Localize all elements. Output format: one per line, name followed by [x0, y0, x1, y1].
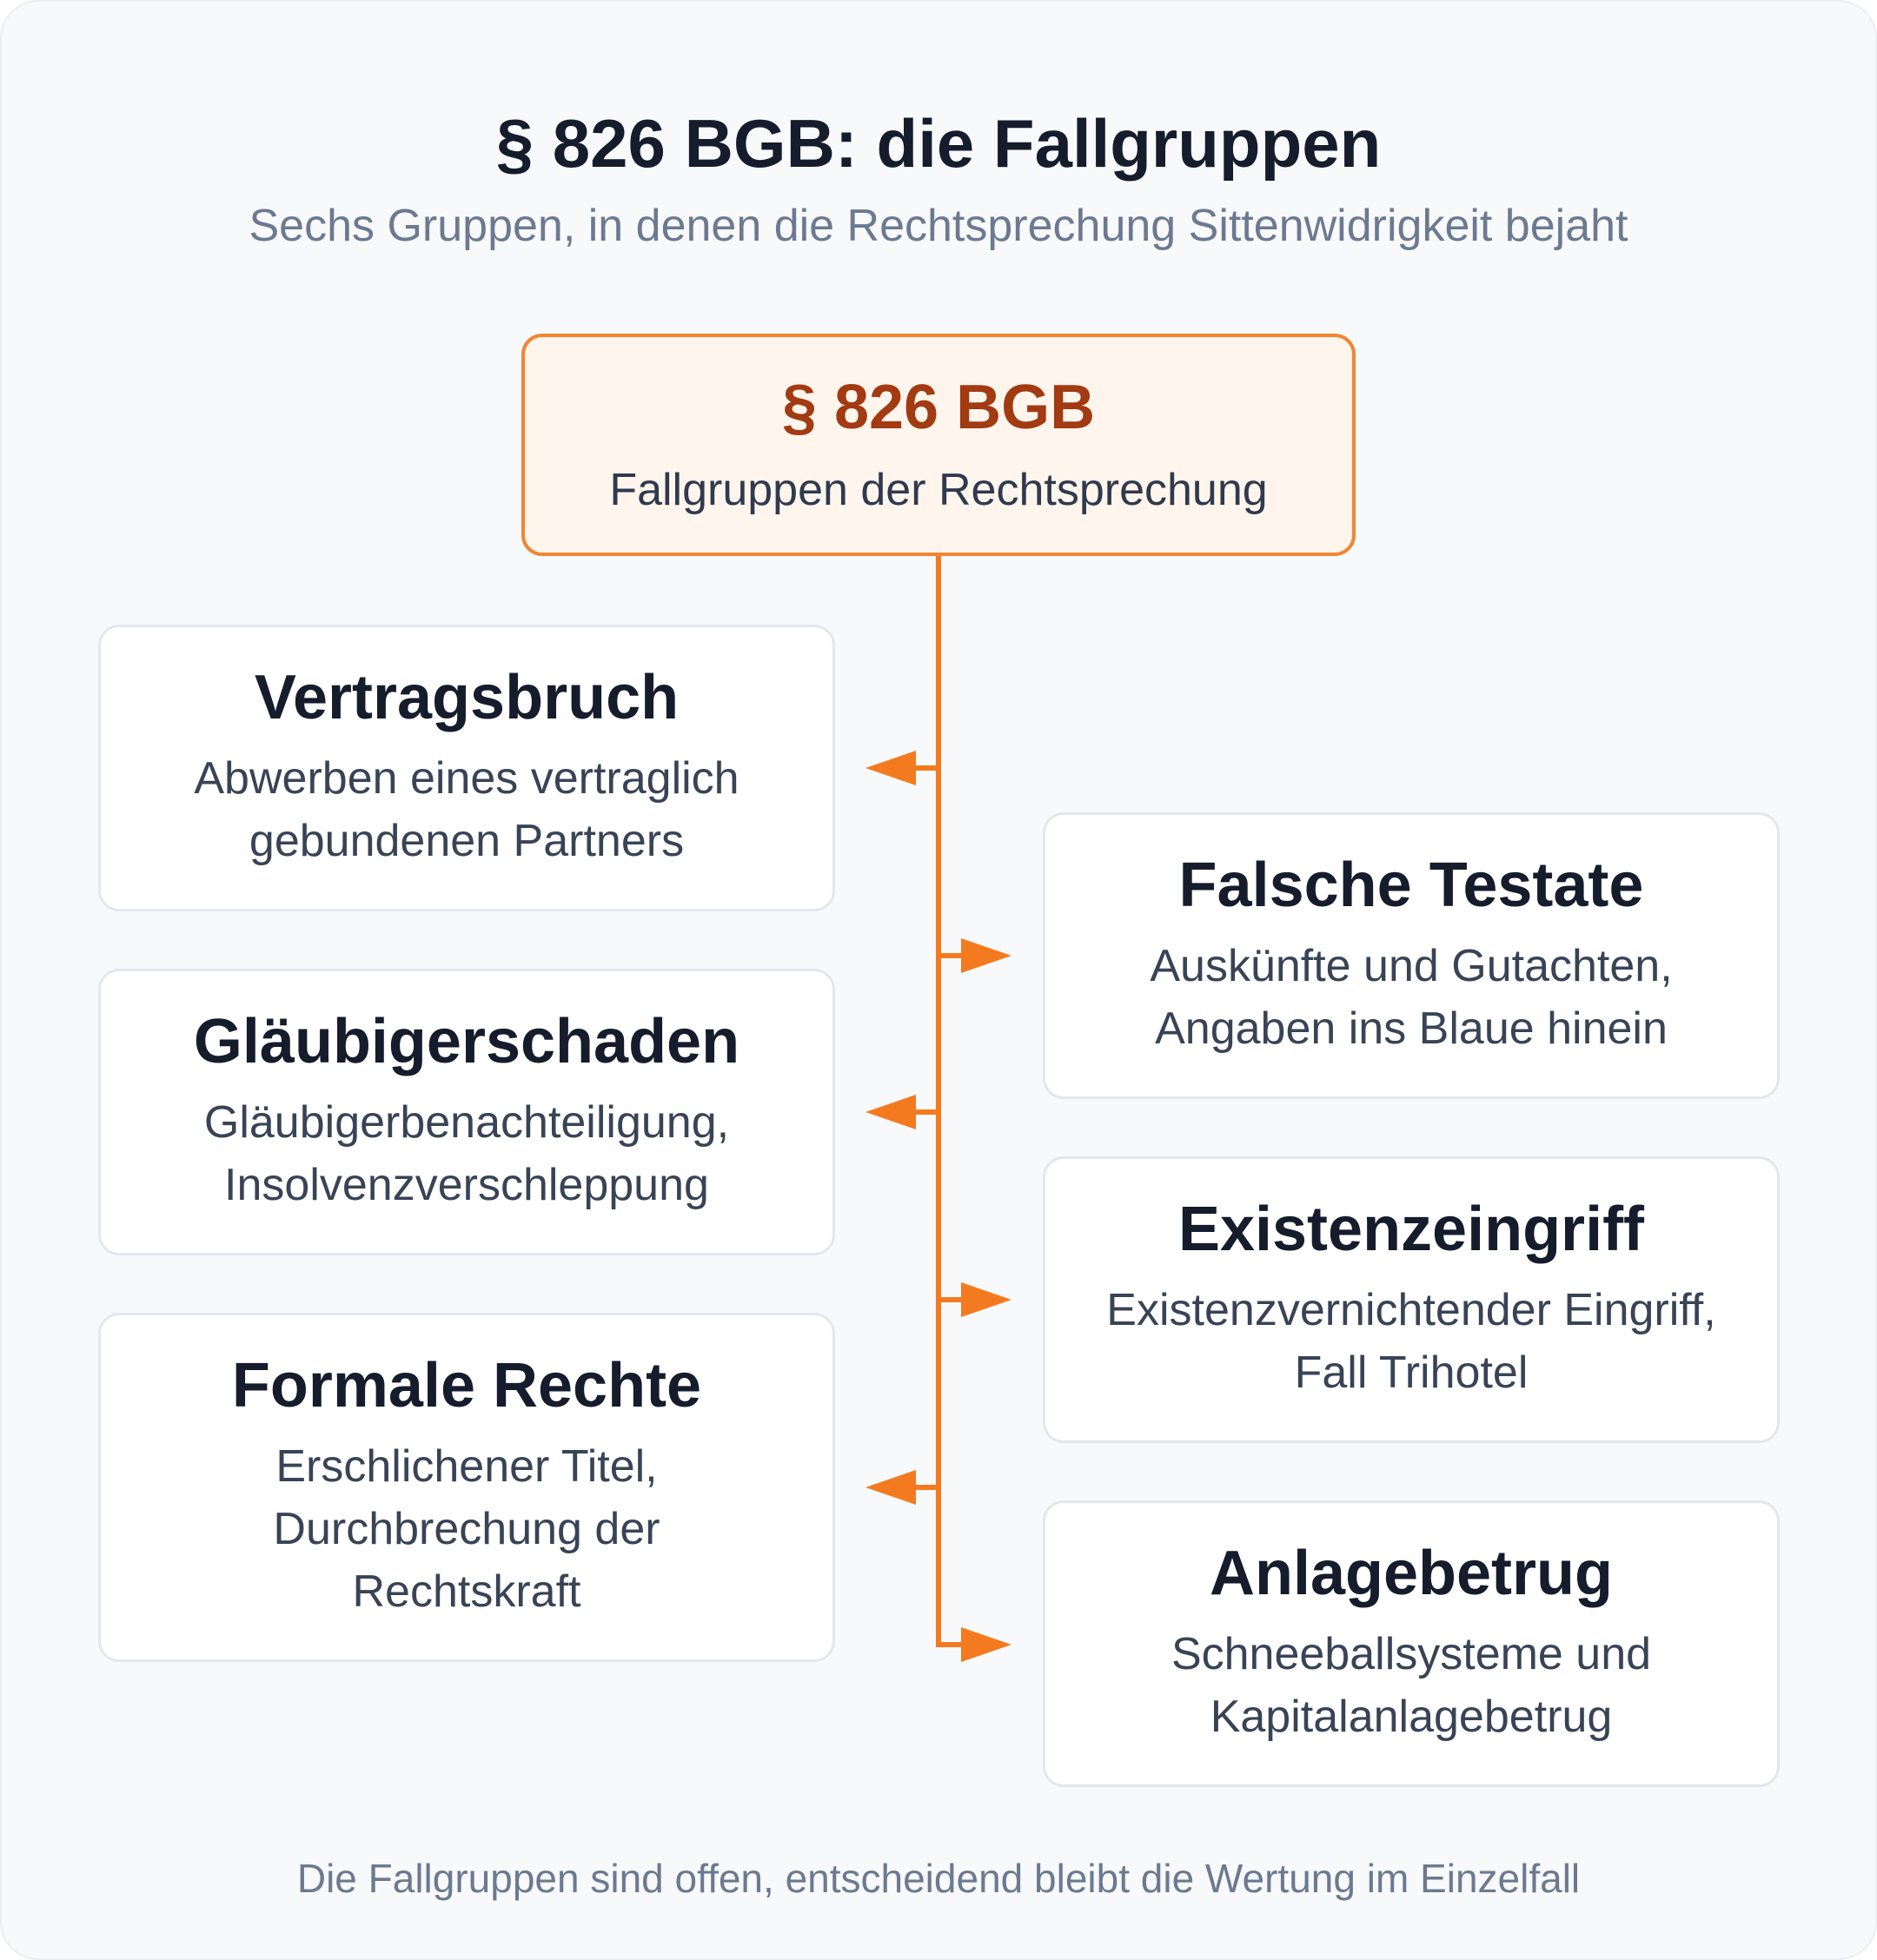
- footer-note: Die Fallgruppen sind offen, entscheidend…: [296, 1856, 1581, 1901]
- arrowhead-falsche-testate: [961, 938, 1011, 973]
- group-node-description: Erschlichener Titel, Durchbrechung der R…: [273, 1441, 660, 1617]
- page-title: § 826 BGB: die Fallgruppen: [495, 105, 1382, 182]
- root-node-subtitle: Fallgruppen der Rechtsprechung: [609, 465, 1268, 515]
- arrowhead-formale-rechte: [866, 1470, 916, 1505]
- group-node-title: Gläubigerschaden: [193, 1007, 740, 1076]
- group-node-title: Anlagebetrug: [1209, 1539, 1614, 1608]
- page-subtitle: Sechs Gruppen, in denen die Rechtsprechu…: [249, 201, 1628, 251]
- group-node-title: Formale Rechte: [231, 1351, 702, 1420]
- group-node-falsche-testate: Falsche Testate Auskünfte und Gutachten,…: [1043, 812, 1780, 1099]
- group-node-description: Schneeballsysteme und Kapitalanlagebetru…: [1171, 1629, 1652, 1742]
- group-node-description: Abwerben eines vertraglich gebundenen Pa…: [194, 753, 740, 866]
- group-node-formale-rechte: Formale Rechte Erschlichener Titel, Durc…: [98, 1313, 835, 1662]
- group-node-glaeubigerschaden: Gläubigerschaden Gläubigerbenachteiligun…: [98, 969, 835, 1255]
- group-node-vertragsbruch: Vertragsbruch Abwerben eines vertraglich…: [98, 625, 835, 911]
- group-node-title: Falsche Testate: [1178, 851, 1644, 920]
- arrowhead-anlagebetrug: [961, 1627, 1011, 1662]
- arrowhead-existenzeingriff: [961, 1282, 1011, 1317]
- group-node-description: Auskünfte und Gutachten, Angaben ins Bla…: [1150, 941, 1673, 1054]
- group-node-existenzeingriff: Existenzeingriff Existenzvernichtender E…: [1043, 1156, 1780, 1443]
- group-node-description: Existenzvernichtender Eingriff, Fall Tri…: [1106, 1285, 1716, 1398]
- group-node-title: Existenzeingriff: [1177, 1195, 1645, 1264]
- arrowhead-vertragsbruch: [866, 751, 916, 785]
- root-node: § 826 BGB Fallgruppen der Rechtsprechung: [521, 334, 1356, 556]
- group-node-title: Vertragsbruch: [254, 663, 680, 732]
- group-node-anlagebetrug: Anlagebetrug Schneeballsysteme und Kapit…: [1043, 1500, 1780, 1787]
- root-node-title: § 826 BGB: [781, 373, 1096, 442]
- group-node-description: Gläubigerbenachteiligung, Insolvenzversc…: [203, 1097, 730, 1210]
- arrowhead-glaeubigerschaden: [866, 1095, 916, 1129]
